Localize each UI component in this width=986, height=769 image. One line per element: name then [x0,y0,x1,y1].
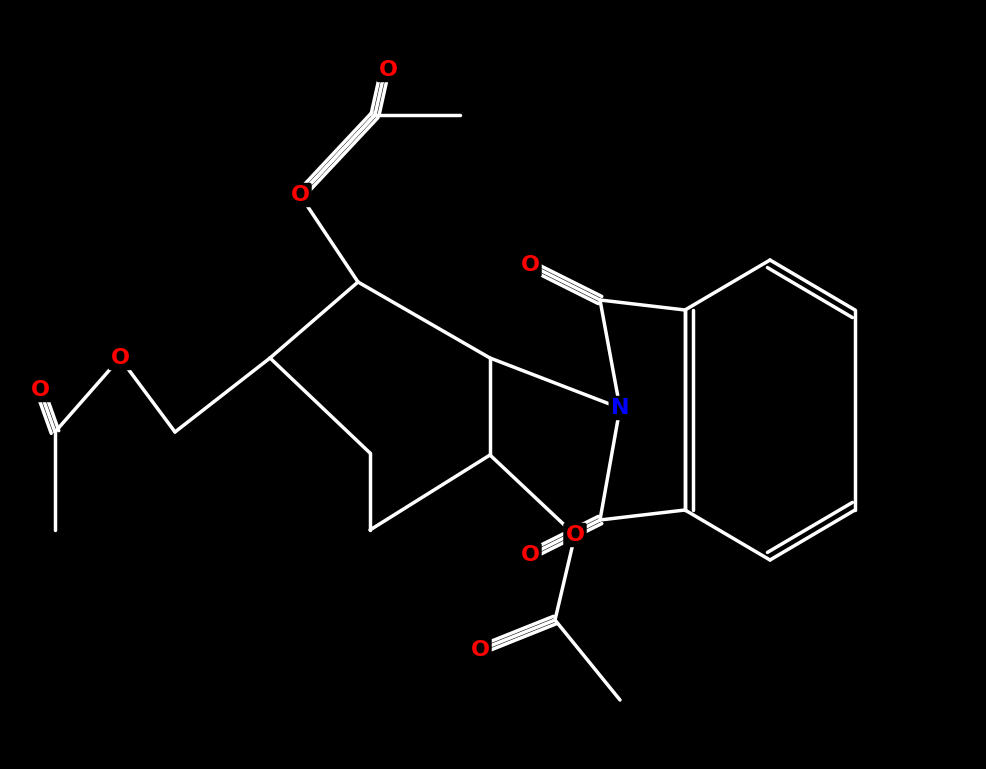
Text: O: O [470,640,489,660]
Text: O: O [31,380,49,400]
Text: O: O [378,60,397,80]
Text: O: O [110,348,129,368]
Text: O: O [520,545,539,565]
Text: O: O [290,185,310,205]
Text: O: O [565,525,584,545]
Text: O: O [520,255,539,275]
Text: N: N [610,398,629,418]
